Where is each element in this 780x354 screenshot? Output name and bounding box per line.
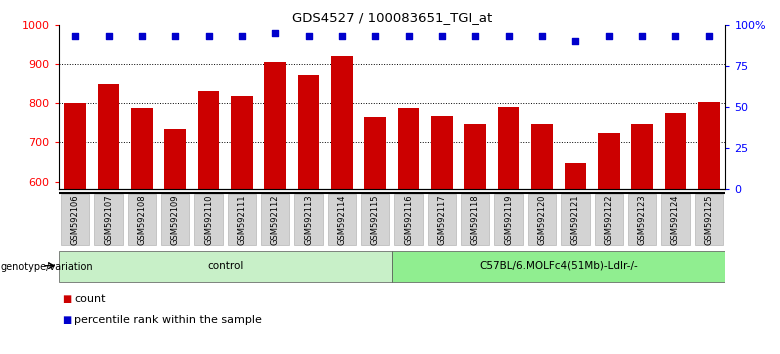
Bar xyxy=(264,62,286,189)
Point xyxy=(335,34,348,39)
Bar xyxy=(131,108,153,189)
Text: ■: ■ xyxy=(62,315,72,325)
Bar xyxy=(698,102,720,189)
Point xyxy=(202,34,215,39)
Point xyxy=(236,34,248,39)
Point xyxy=(469,34,481,39)
Text: GDS4527 / 100083651_TGI_at: GDS4527 / 100083651_TGI_at xyxy=(292,11,492,24)
Text: GSM592124: GSM592124 xyxy=(671,194,680,245)
Text: GSM592123: GSM592123 xyxy=(637,194,647,245)
FancyBboxPatch shape xyxy=(628,194,656,245)
Text: GSM592121: GSM592121 xyxy=(571,194,580,245)
FancyBboxPatch shape xyxy=(661,194,690,245)
Point xyxy=(169,34,182,39)
Text: GSM592109: GSM592109 xyxy=(171,194,179,245)
Point xyxy=(269,30,282,36)
Text: GSM592120: GSM592120 xyxy=(537,194,547,245)
Text: GSM592113: GSM592113 xyxy=(304,194,313,245)
Bar xyxy=(665,113,686,189)
Text: GSM592108: GSM592108 xyxy=(137,194,147,245)
Point xyxy=(602,34,615,39)
Bar xyxy=(464,124,486,189)
Point xyxy=(502,34,515,39)
Text: GSM592115: GSM592115 xyxy=(370,194,380,245)
Point xyxy=(402,34,415,39)
FancyBboxPatch shape xyxy=(58,251,392,281)
Point xyxy=(102,34,115,39)
Point xyxy=(636,34,648,39)
Bar xyxy=(64,103,86,189)
FancyBboxPatch shape xyxy=(495,194,523,245)
Text: GSM592125: GSM592125 xyxy=(704,194,713,245)
Bar xyxy=(597,132,619,189)
FancyBboxPatch shape xyxy=(528,194,556,245)
Bar xyxy=(398,108,420,189)
Text: ■: ■ xyxy=(62,294,72,304)
Text: GSM592118: GSM592118 xyxy=(471,194,480,245)
Bar xyxy=(197,91,219,189)
FancyBboxPatch shape xyxy=(594,194,623,245)
Text: GSM592110: GSM592110 xyxy=(204,194,213,245)
FancyBboxPatch shape xyxy=(194,194,223,245)
Text: GSM592112: GSM592112 xyxy=(271,194,280,245)
FancyBboxPatch shape xyxy=(461,194,490,245)
Bar xyxy=(498,107,519,189)
FancyBboxPatch shape xyxy=(261,194,289,245)
Bar xyxy=(231,96,253,189)
Text: GSM592107: GSM592107 xyxy=(104,194,113,245)
FancyBboxPatch shape xyxy=(427,194,456,245)
Text: GSM592116: GSM592116 xyxy=(404,194,413,245)
Text: genotype/variation: genotype/variation xyxy=(1,262,94,272)
Text: GSM592117: GSM592117 xyxy=(438,194,446,245)
Text: percentile rank within the sample: percentile rank within the sample xyxy=(74,315,262,325)
Text: GSM592122: GSM592122 xyxy=(604,194,613,245)
FancyBboxPatch shape xyxy=(361,194,389,245)
FancyBboxPatch shape xyxy=(228,194,256,245)
Point xyxy=(69,34,81,39)
FancyBboxPatch shape xyxy=(294,194,323,245)
Point xyxy=(536,34,548,39)
FancyBboxPatch shape xyxy=(128,194,156,245)
FancyBboxPatch shape xyxy=(694,194,723,245)
Bar xyxy=(98,84,119,189)
Text: GSM592114: GSM592114 xyxy=(338,194,346,245)
FancyBboxPatch shape xyxy=(392,251,725,281)
Point xyxy=(669,34,682,39)
Bar xyxy=(364,117,386,189)
Bar xyxy=(165,130,186,189)
Bar xyxy=(431,116,453,189)
FancyBboxPatch shape xyxy=(94,194,122,245)
Bar xyxy=(331,56,353,189)
Bar xyxy=(298,75,320,189)
Point xyxy=(136,34,148,39)
Text: count: count xyxy=(74,294,105,304)
FancyBboxPatch shape xyxy=(328,194,356,245)
Text: GSM592119: GSM592119 xyxy=(504,194,513,245)
Bar xyxy=(631,124,653,189)
Text: control: control xyxy=(207,261,243,271)
FancyBboxPatch shape xyxy=(395,194,423,245)
Point xyxy=(703,34,715,39)
Text: GSM592106: GSM592106 xyxy=(71,194,80,245)
Bar xyxy=(531,124,553,189)
Text: C57BL/6.MOLFc4(51Mb)-Ldlr-/-: C57BL/6.MOLFc4(51Mb)-Ldlr-/- xyxy=(479,261,638,271)
Point xyxy=(569,38,582,44)
FancyBboxPatch shape xyxy=(61,194,90,245)
FancyBboxPatch shape xyxy=(561,194,590,245)
Bar xyxy=(565,163,587,189)
Point xyxy=(303,34,315,39)
Point xyxy=(436,34,448,39)
Text: GSM592111: GSM592111 xyxy=(237,194,246,245)
Point xyxy=(369,34,381,39)
FancyBboxPatch shape xyxy=(161,194,190,245)
